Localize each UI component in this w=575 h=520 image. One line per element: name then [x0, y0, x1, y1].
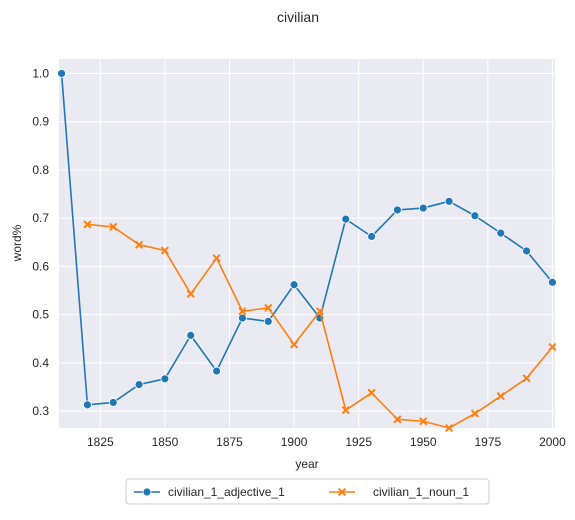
x-tick-label: 1900 [281, 435, 308, 449]
y-tick-label: 0.7 [32, 211, 49, 225]
data-point [289, 280, 299, 290]
marker-stroke [341, 406, 350, 414]
data-point [496, 228, 506, 238]
data-point [444, 196, 454, 206]
marker-stroke [496, 392, 505, 400]
y-tick-label: 0.6 [32, 259, 49, 273]
legend-box [125, 478, 490, 505]
y-tick-label: 1.0 [32, 66, 49, 80]
marker-stroke [109, 223, 118, 231]
legend-marker [142, 487, 152, 497]
x-tick-label: 1925 [345, 435, 372, 449]
x-tick-label: 2000 [539, 435, 566, 449]
marker-stroke [522, 374, 531, 383]
data-point [393, 415, 402, 424]
data-point [341, 406, 350, 414]
data-point [367, 388, 376, 397]
marker-stroke [161, 246, 169, 255]
data-point [160, 374, 170, 384]
x-tick-label: 1950 [410, 435, 437, 449]
data-point [471, 409, 479, 418]
data-point [83, 400, 92, 410]
data-point [367, 232, 376, 241]
marker-stroke [445, 424, 453, 432]
marker-stroke [186, 290, 195, 298]
y-tick-label: 0.4 [32, 356, 49, 370]
marker-stroke [83, 220, 92, 229]
data-point [316, 307, 324, 316]
data-point [238, 313, 247, 323]
data-point [57, 69, 66, 78]
legend-label: civilian_1_adjective_1 [168, 485, 285, 499]
data-point [212, 366, 221, 376]
marker-stroke [290, 340, 298, 349]
data-point [186, 330, 196, 340]
data-point [238, 307, 247, 316]
data-point [470, 211, 480, 221]
data-point [108, 398, 118, 407]
y-axis-label: word% [10, 224, 24, 262]
y-tick-label: 0.3 [32, 404, 49, 418]
data-point [135, 240, 143, 249]
legend: civilian_1_adjective_1 civilian_1_noun_1 [125, 478, 490, 505]
x-tick-labels: 1825 1850 1875 1900 1925 1950 1975 2000 [87, 435, 566, 449]
series-civilian_1_adjective_1 [57, 69, 557, 410]
marker-stroke [264, 304, 273, 312]
y-tick-label: 0.9 [32, 115, 49, 129]
data-point [418, 203, 428, 213]
marker-stroke [471, 409, 479, 418]
data-point [264, 304, 273, 312]
marker-stroke [338, 488, 346, 496]
marker-stroke [393, 415, 402, 424]
marker-stroke [135, 240, 143, 249]
legend-items: civilian_1_adjective_1 civilian_1_noun_1 [134, 485, 469, 499]
data-point [212, 254, 221, 263]
marker-stroke [212, 254, 221, 263]
data-point [341, 214, 351, 224]
x-axis-label: year [295, 457, 318, 471]
legend-item: civilian_1_noun_1 [329, 485, 469, 499]
series-layer [57, 69, 557, 432]
series-line [60, 73, 554, 406]
marker-stroke [548, 343, 557, 351]
x-tick-label: 1875 [216, 435, 243, 449]
marker-stroke [367, 388, 376, 397]
marker-stroke [316, 307, 324, 316]
marker-stroke [419, 417, 428, 426]
data-point [393, 205, 402, 215]
legend-marker [338, 488, 346, 496]
y-tick-labels: 0.3 0.4 0.5 0.6 0.7 0.8 0.9 1.0 [32, 66, 49, 418]
legend-item: civilian_1_adjective_1 [134, 485, 285, 499]
data-point [496, 392, 505, 400]
data-point [548, 343, 557, 351]
y-tick-label: 0.8 [32, 163, 49, 177]
data-point [109, 223, 118, 231]
data-point [548, 277, 557, 287]
data-point [522, 374, 531, 383]
series-civilian_1_noun_1 [83, 220, 557, 432]
data-point [186, 290, 195, 298]
x-tick-label: 1975 [474, 435, 501, 449]
data-point [161, 246, 169, 255]
legend-label: civilian_1_noun_1 [373, 485, 469, 499]
data-point [445, 424, 453, 432]
x-tick-label: 1850 [152, 435, 179, 449]
data-point [419, 417, 428, 426]
y-tick-label: 0.5 [32, 308, 49, 322]
data-point [290, 340, 298, 349]
data-point [522, 246, 531, 256]
chart-title: civilian [277, 9, 319, 25]
data-point [263, 316, 273, 326]
marker-stroke [238, 307, 247, 316]
data-point [83, 220, 92, 229]
x-tick-label: 1825 [87, 435, 114, 449]
data-point [134, 380, 144, 389]
plot-area [59, 59, 555, 428]
